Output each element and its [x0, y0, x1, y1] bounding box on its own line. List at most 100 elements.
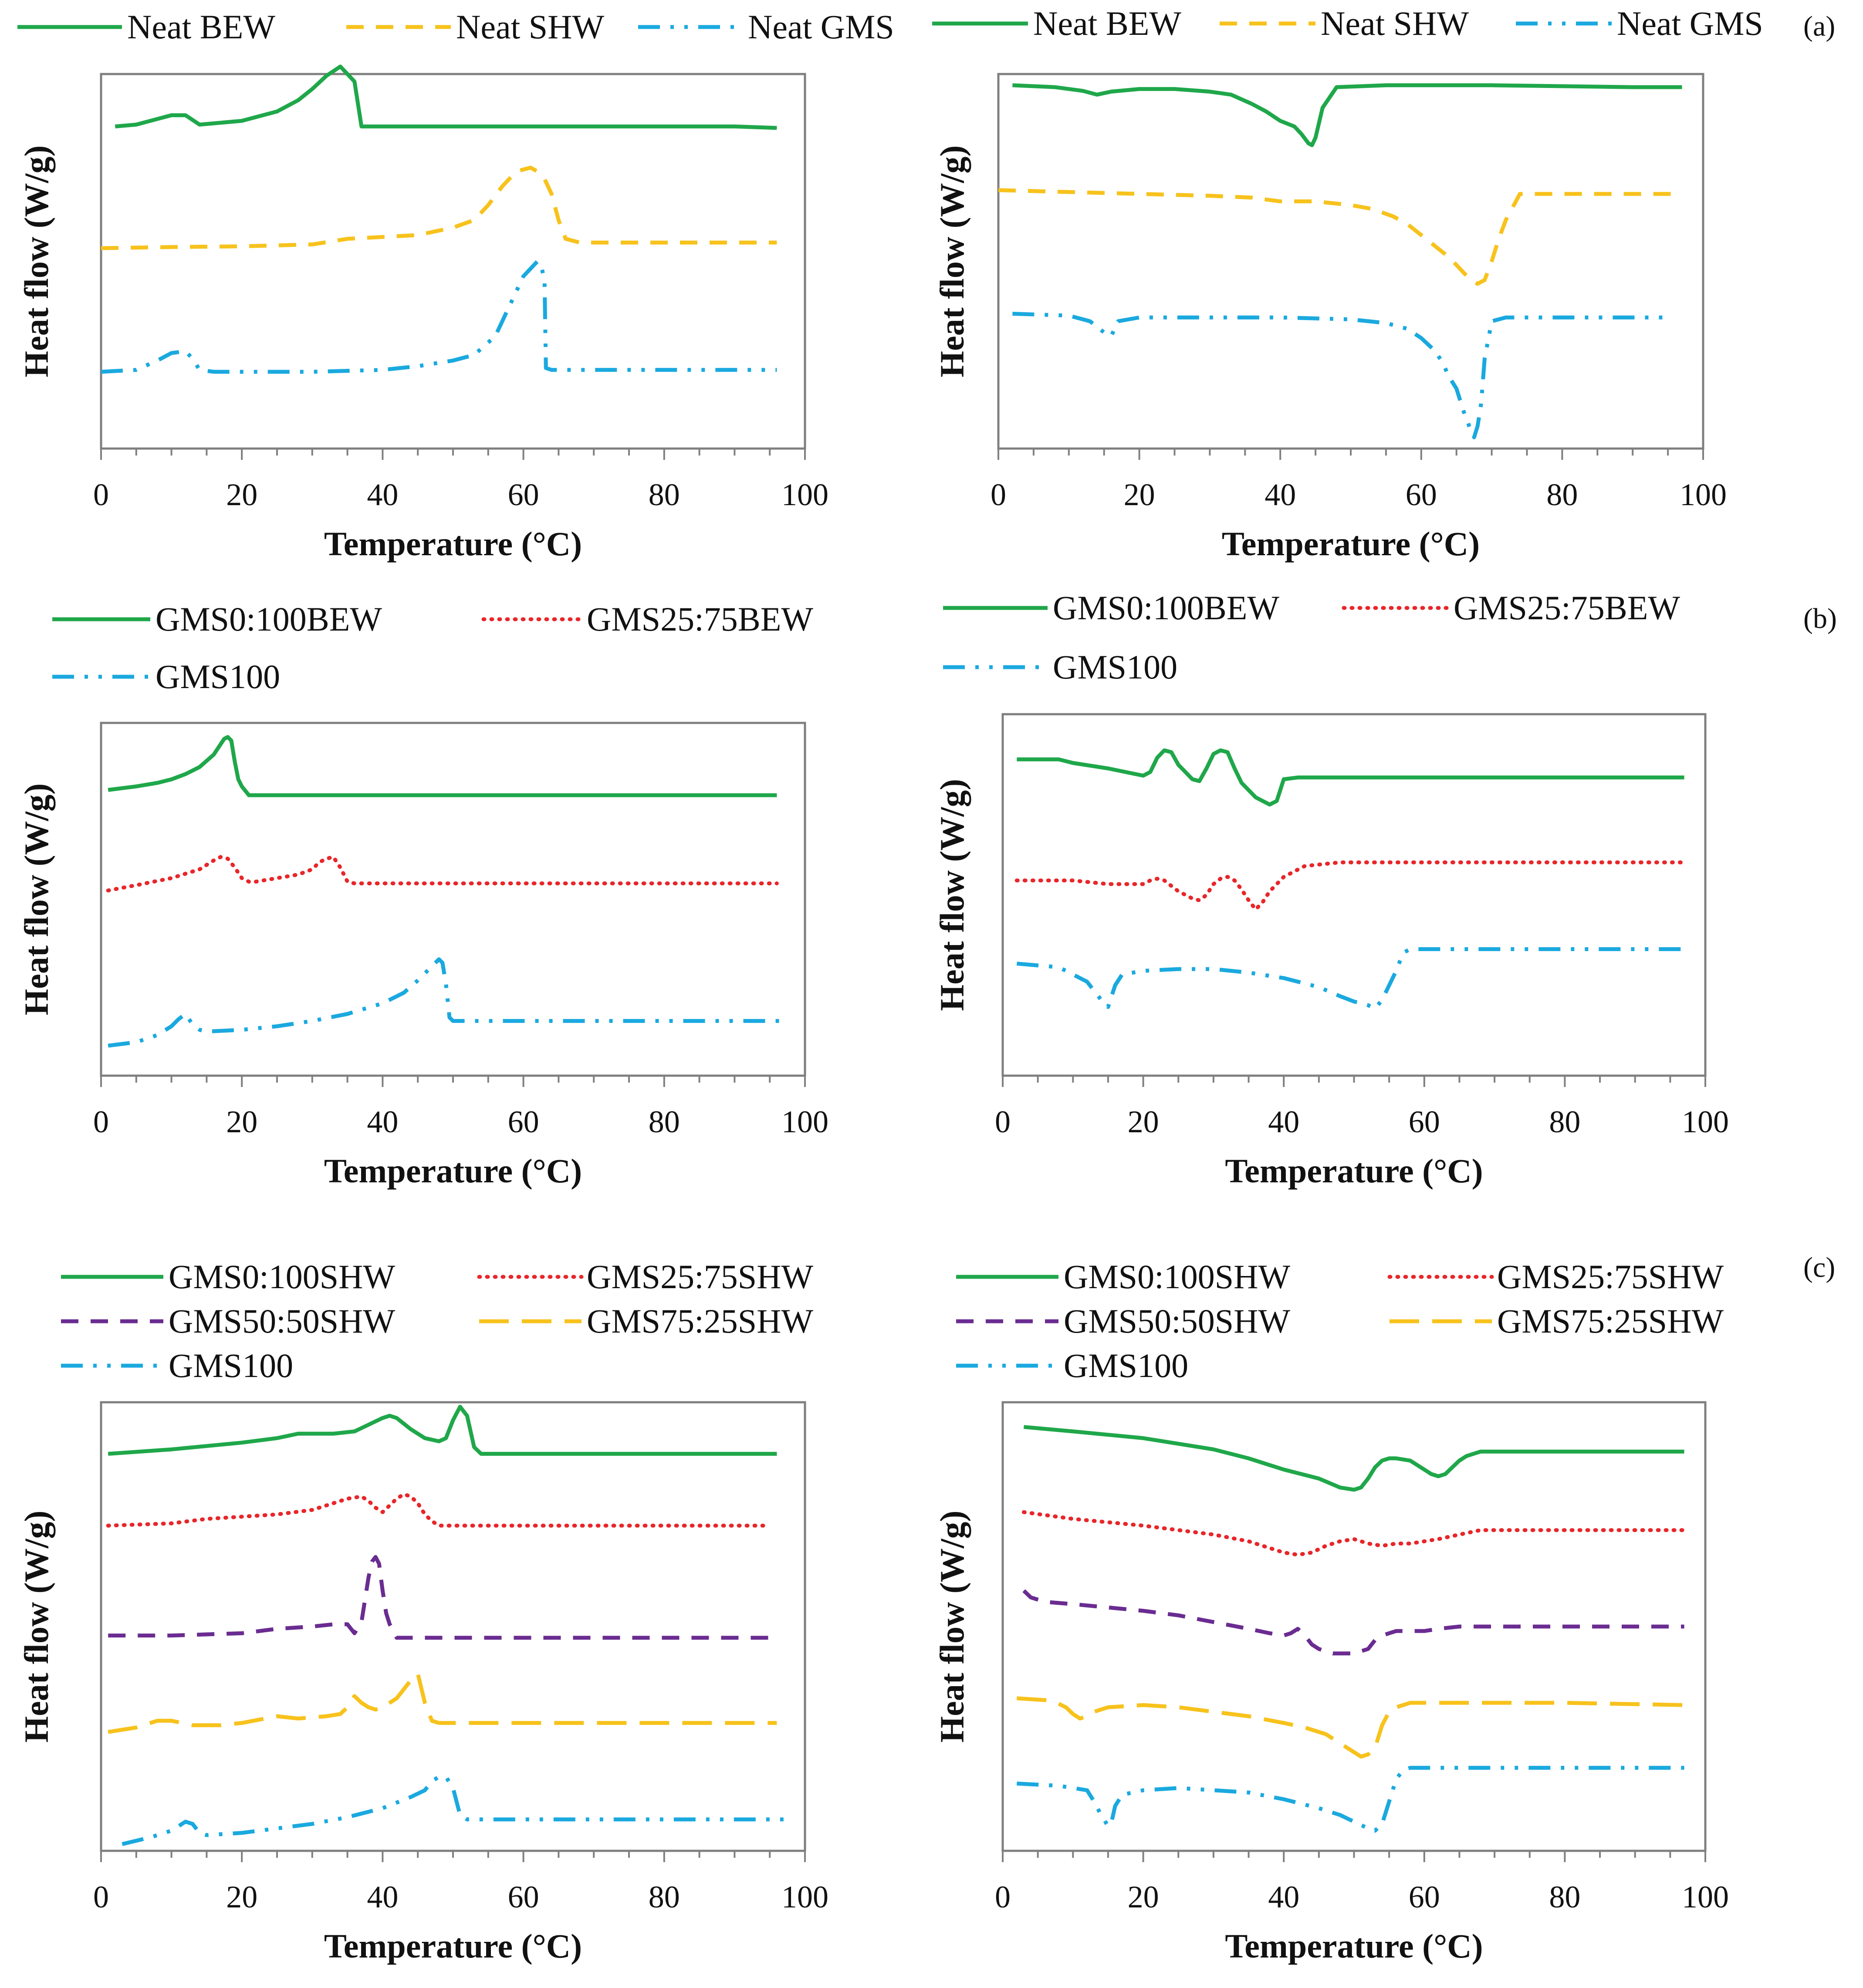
chart-c-left: 0 20 40 60 80 100 Temperature (°C) Heat flow (W…: [17, 1258, 828, 1965]
x-axis-title: Temperature (°C): [324, 1927, 582, 1965]
series-line-GMS25:75BEW: [106, 855, 779, 893]
legend-label-GMS100: GMS100: [1064, 1347, 1188, 1384]
chart-a-right: 0 20 40 60 80 100 Temperature (°C) Heat flow (W…: [932, 4, 1763, 563]
x-tick-label: 100: [781, 1104, 828, 1139]
x-tick-label: 80: [1549, 1104, 1580, 1139]
x-axis-title: Temperature (°C): [1225, 1152, 1483, 1190]
x-axis-title: Temperature (°C): [324, 525, 582, 563]
x-tick-label: 20: [226, 1104, 257, 1139]
legend: GMS0:100SHW GMS25:75SHW GMS50:50SHW GMS75:2…: [61, 1258, 813, 1384]
legend-label-GMS50:50SHW: GMS50:50SHW: [1064, 1302, 1290, 1340]
legend-label-GMS50:50SHW: GMS50:50SHW: [169, 1302, 395, 1340]
legend-label-GMS0:100BEW: GMS0:100BEW: [156, 600, 382, 638]
legend-label-GMS0:100SHW: GMS0:100SHW: [169, 1258, 395, 1296]
y-axis-title: Heat flow (W/g): [17, 783, 55, 1016]
y-axis-title: Heat flow (W/g): [933, 1511, 971, 1743]
x-tick-label: 100: [1682, 1880, 1729, 1914]
legend-label-GMS100: GMS100: [1053, 648, 1177, 686]
x-tick-label: 40: [367, 1880, 398, 1914]
x-tick-label: 100: [781, 477, 828, 512]
series-line-GMS50:50SHW: [108, 1555, 777, 1640]
legend-label-GMS100: GMS100: [169, 1347, 293, 1384]
x-tick-label: 20: [226, 1880, 257, 1914]
x-tick-label: 60: [508, 1104, 539, 1139]
x-tick-label: 0: [995, 1880, 1011, 1914]
series-line-GMS75:25SHW: [108, 1671, 777, 1734]
x-tick-label: 100: [1680, 477, 1727, 512]
legend-label-GMS75:25SHW: GMS75:25SHW: [1497, 1302, 1724, 1340]
x-tick-label: 60: [508, 477, 539, 512]
legend: GMS0:100BEW GMS25:75BEW GMS100: [52, 600, 813, 695]
y-axis-title: Heat flow (W/g): [933, 145, 971, 378]
x-tick-label: 40: [367, 1104, 398, 1139]
x-tick-label: 80: [1546, 477, 1578, 512]
x-tick-label: 60: [1406, 477, 1437, 512]
series-line-GMS75:25SHW: [1017, 1696, 1684, 1759]
x-tick-label: 60: [1409, 1104, 1440, 1139]
x-tick-label: 60: [1409, 1880, 1440, 1914]
legend-label-Neat BEW: Neat BEW: [127, 8, 275, 46]
series-line-GMS100: [1016, 947, 1684, 1011]
legend: GMS0:100SHW GMS25:75SHW GMS50:50SHW GMS75:2…: [956, 1258, 1724, 1384]
x-tick-label: 80: [649, 477, 680, 512]
x-tick-label: 40: [1268, 1880, 1299, 1914]
series-line-Neat GMS: [1012, 311, 1668, 439]
series-line-Neat BEW: [1012, 83, 1682, 147]
x-tick-label: 100: [781, 1880, 828, 1914]
y-axis-title: Heat flow (W/g): [17, 145, 55, 378]
panel-letter-b: (b): [1803, 603, 1837, 635]
legend-label-GMS25:75SHW: GMS25:75SHW: [1497, 1258, 1724, 1296]
series-line-GMS100: [1017, 1765, 1684, 1833]
legend-label-GMS25:75BEW: GMS25:75BEW: [1454, 589, 1680, 627]
chart-a-left: 0 20 40 60 80 100 Temperature (°C) Heat flow (W…: [17, 8, 894, 563]
y-axis-title: Heat flow (W/g): [933, 779, 971, 1011]
legend-label-GMS100: GMS100: [156, 658, 280, 695]
x-tick-label: 40: [1268, 1104, 1299, 1139]
chart-b-left: 0 20 40 60 80 100 Temperature (°C) Heat flow (W…: [17, 600, 828, 1190]
legend: Neat BEW Neat SHW Neat GMS: [932, 4, 1763, 42]
x-tick-label: 80: [649, 1880, 680, 1914]
x-tick-label: 20: [1124, 477, 1155, 512]
series-line-GMS25:75SHW: [1021, 1510, 1687, 1557]
x-axis-title: Temperature (°C): [324, 1152, 582, 1190]
series-line-Neat BEW: [115, 64, 777, 130]
panel-letter-c: (c): [1803, 1252, 1835, 1283]
series-line-GMS0:100BEW: [108, 735, 777, 797]
x-tick-label: 20: [1128, 1104, 1159, 1139]
legend-label-Neat SHW: Neat SHW: [456, 8, 604, 46]
x-tick-label: 0: [93, 1104, 109, 1139]
legend: Neat BEW Neat SHW Neat GMS: [17, 8, 894, 46]
chart-b-right: 0 20 40 60 80 100 Temperature (°C) Heat flow (W…: [933, 589, 1729, 1190]
legend-label-Neat BEW: Neat BEW: [1033, 4, 1181, 42]
series-line-Neat GMS: [101, 259, 777, 374]
x-tick-label: 80: [1549, 1880, 1580, 1914]
legend-label-GMS25:75SHW: GMS25:75SHW: [587, 1258, 813, 1296]
x-tick-label: 20: [226, 477, 257, 512]
series-line-Neat SHW: [101, 165, 777, 250]
series-line-GMS0:100SHW: [108, 1404, 777, 1456]
series-line-GMS50:50SHW: [1022, 1589, 1684, 1656]
x-tick-label: 0: [93, 1880, 109, 1914]
series-line-GMS100: [122, 1775, 784, 1846]
x-tick-label: 0: [93, 477, 109, 512]
legend-label-GMS0:100SHW: GMS0:100SHW: [1064, 1258, 1290, 1296]
series-line-GMS0:100BEW: [1017, 748, 1684, 807]
x-tick-label: 40: [367, 477, 398, 512]
y-axis-title: Heat flow (W/g): [17, 1511, 55, 1743]
series-line-GMS100: [108, 957, 784, 1048]
legend-label-GMS25:75BEW: GMS25:75BEW: [587, 600, 813, 638]
x-tick-label: 20: [1128, 1880, 1159, 1914]
x-tick-label: 100: [1682, 1104, 1729, 1139]
legend: GMS0:100BEW GMS25:75BEW GMS100: [943, 589, 1680, 686]
series-line-GMS0:100SHW: [1023, 1425, 1684, 1492]
legend-label-Neat GMS: Neat GMS: [748, 8, 894, 46]
x-tick-label: 60: [508, 1880, 539, 1914]
series-line-Neat SHW: [998, 188, 1682, 286]
x-tick-label: 40: [1265, 477, 1296, 512]
x-tick-label: 80: [649, 1104, 680, 1139]
x-axis-title: Temperature (°C): [1222, 525, 1480, 563]
panel-letter-a: (a): [1803, 10, 1835, 42]
x-tick-label: 0: [995, 1104, 1011, 1139]
series-line-GMS25:75SHW: [106, 1492, 772, 1528]
